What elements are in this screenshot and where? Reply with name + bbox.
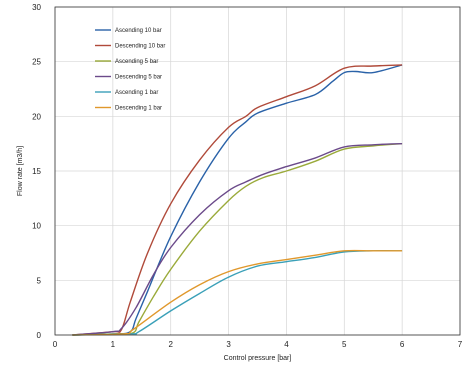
x-axis-ticks: 0 1 2 3 4 5 6 7 [53,340,463,349]
x-tick-label: 0 [53,340,58,349]
x-tick-label: 7 [458,340,463,349]
y-tick-label: 20 [32,112,41,121]
y-tick-label: 5 [37,276,42,285]
series-line-4 [72,143,403,336]
x-tick-label: 3 [226,340,231,349]
x-tick-label: 2 [168,340,173,349]
x-tick-label: 5 [342,340,347,349]
legend: Ascending 10 bar Descending 10 bar Ascendi… [95,28,165,112]
x-tick-label: 6 [400,340,405,349]
series-line-5 [72,250,403,336]
series-line-3 [72,143,403,336]
x-tick-label: 4 [284,340,289,349]
y-axis-label: Flow rate [m3/h] [17,146,24,196]
legend-label: Descending 10 bar [115,44,165,50]
series-line-6 [72,249,403,336]
series-line-1 [72,64,403,336]
y-tick-label: 30 [32,3,41,12]
y-tick-label: 0 [37,331,42,340]
plot-frame [54,6,461,336]
y-axis-ticks: 0 5 10 15 20 25 30 [32,3,41,340]
legend-label: Ascending 1 bar [115,90,158,96]
legend-label: Ascending 10 bar [115,28,162,34]
x-tick-label: 1 [111,340,116,349]
grid-lines [54,6,461,336]
legend-label: Descending 1 bar [115,106,162,112]
x-axis-label: Control pressure [bar] [224,355,292,362]
legend-label: Descending 5 bar [115,75,162,81]
y-tick-label: 15 [32,167,41,176]
y-tick-label: 10 [32,222,41,231]
series-lines [72,64,403,336]
y-tick-label: 25 [32,58,41,67]
legend-label: Ascending 5 bar [115,59,158,65]
series-line-2 [72,64,403,336]
